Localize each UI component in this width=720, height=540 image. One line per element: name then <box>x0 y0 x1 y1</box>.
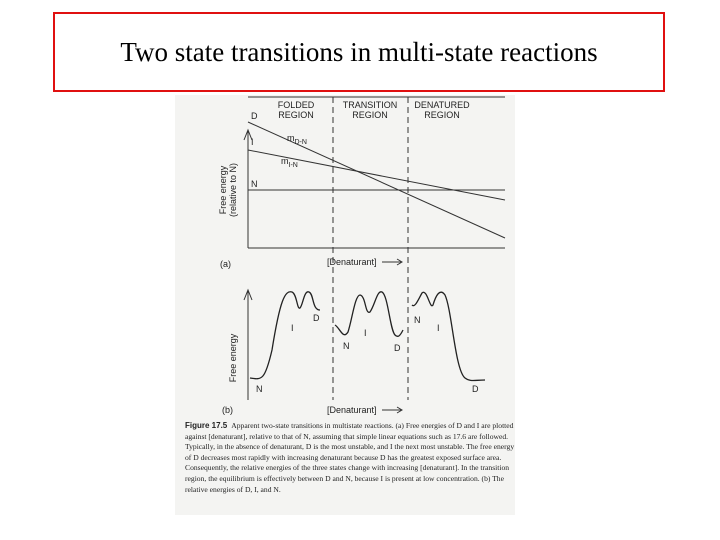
slope-subscript: I-N <box>289 162 298 169</box>
state-label: N <box>251 179 258 189</box>
state-label: I <box>437 323 440 333</box>
state-label: D <box>472 384 479 394</box>
slope-label: mI-N <box>281 156 298 169</box>
y-axis-label: Free energy <box>228 333 238 382</box>
y-axis-label: Free energy <box>218 165 228 214</box>
x-axis-label: [Denaturant] <box>327 257 377 267</box>
line-d <box>247 121 506 239</box>
state-label: D <box>251 111 258 121</box>
region-label: TRANSITION <box>343 100 398 110</box>
state-label: N <box>343 341 350 351</box>
region-label: FOLDED <box>278 100 315 110</box>
region-label: REGION <box>352 110 388 120</box>
energy-profile <box>249 291 321 380</box>
energy-profile <box>334 291 404 337</box>
region-label: DENATURED <box>414 100 470 110</box>
state-label: N <box>256 384 263 394</box>
state-label: I <box>291 323 294 333</box>
slope-symbol: m <box>281 156 289 166</box>
axis-arrow <box>382 406 403 414</box>
slope-symbol: m <box>287 133 295 143</box>
axis-arrow <box>243 128 253 141</box>
state-label: D <box>313 313 320 323</box>
slide-title: Two state transitions in multi-state rea… <box>53 12 665 92</box>
axis-arrow <box>382 258 403 266</box>
axis-arrow <box>243 288 253 301</box>
figure: FOLDED REGION TRANSITION REGION DENATURE… <box>175 95 515 515</box>
state-label: I <box>251 137 254 147</box>
x-axis-label: [Denaturant] <box>327 405 377 415</box>
slope-subscript: D-N <box>295 139 307 146</box>
state-label: D <box>394 343 401 353</box>
y-axis-label: (relative to N) <box>228 163 238 217</box>
panel-label: (a) <box>220 259 231 269</box>
figure-background <box>175 95 515 515</box>
state-label: I <box>364 328 367 338</box>
region-label: REGION <box>278 110 314 120</box>
region-label: REGION <box>424 110 460 120</box>
caption-text: Apparent two-state transitions in multis… <box>185 421 515 494</box>
state-label: N <box>414 315 421 325</box>
slope-label: mD-N <box>287 133 307 146</box>
panel-label: (b) <box>222 405 233 415</box>
energy-profile <box>411 291 486 382</box>
caption-label: Figure 17.5 <box>185 421 228 430</box>
line-i <box>247 149 506 201</box>
figure-caption: Figure 17.5 Apparent two-state transition… <box>185 421 515 495</box>
